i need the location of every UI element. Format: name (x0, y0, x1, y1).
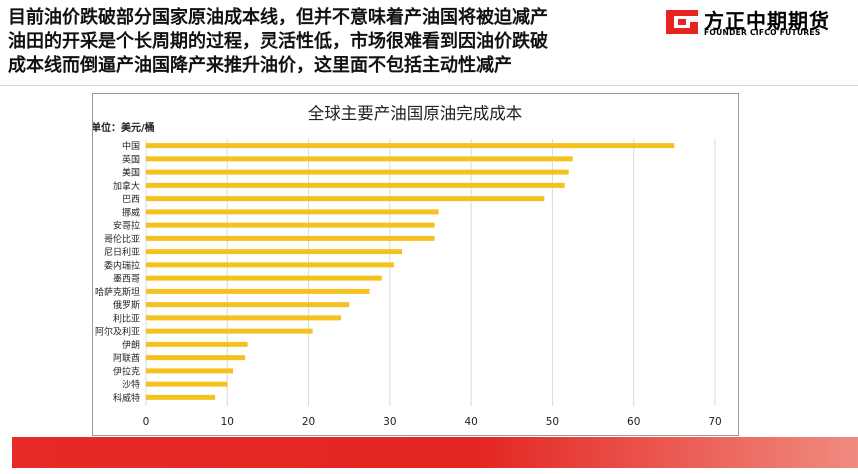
category-label-2: 英国 (122, 153, 140, 165)
category-label-13: 俄罗斯 (113, 299, 140, 311)
bar-3 (146, 169, 569, 175)
company-logo: 方正中期期货 FOUNDER CIFCO FUTURES (664, 2, 854, 42)
category-label-14: 利比亚 (113, 312, 140, 324)
x-tick-label-60: 60 (627, 416, 640, 428)
chart-category-labels: 中国英国美国加拿大巴西挪威安哥拉哥伦比亚尼日利亚委内瑞拉墨西哥哈萨克斯坦俄罗斯利… (95, 140, 140, 404)
category-label-11: 墨西哥 (113, 274, 140, 285)
footer-bar (12, 437, 858, 468)
bar-7 (146, 222, 435, 228)
category-label-3: 美国 (122, 167, 140, 179)
x-tick-label-70: 70 (708, 416, 721, 428)
bar-16 (146, 341, 248, 347)
chart-frame: 全球主要产油国原油完成成本 单位：美元/桶 中国 英国美国 加拿大巴西 挪威安哥拉 哥伦… (92, 93, 739, 436)
chart-gridlines (145, 139, 716, 406)
category-label-9: 尼日利亚 (104, 246, 140, 258)
bar-9 (146, 249, 403, 255)
bar-19 (146, 381, 228, 387)
bar-5 (146, 196, 545, 202)
bar-2 (146, 156, 573, 162)
category-label-19: 沙特 (122, 379, 140, 391)
x-tick-label-10: 10 (221, 416, 234, 428)
logo-name-cn: 方正中期期货 (704, 9, 830, 33)
logo-name-en: FOUNDER CIFCO FUTURES (704, 28, 821, 37)
founder-logo-mark-icon (666, 10, 698, 34)
bar-6 (146, 209, 439, 215)
x-tick-label-40: 40 (464, 416, 477, 428)
oil-cost-bar-chart: 全球主要产油国原油完成成本 单位：美元/桶 中国英国美国加拿大巴西挪威安哥拉哥伦… (93, 104, 722, 428)
bar-13 (146, 302, 350, 308)
x-tick-label-20: 20 (302, 416, 315, 428)
bar-8 (146, 235, 435, 241)
category-label-20: 科威特 (113, 392, 140, 404)
bar-14 (146, 315, 342, 321)
x-tick-label-50: 50 (546, 416, 559, 428)
chart-title: 全球主要产油国原油完成成本 (308, 104, 523, 123)
category-label-16: 伊朗 (122, 339, 140, 351)
category-label-17: 阿联酋 (113, 352, 140, 364)
headline-line-1: 目前油价跌破部分国家原油成本线，但并不意味着产油国将被迫减产 (8, 7, 548, 28)
category-label-6: 挪威 (122, 206, 140, 218)
category-label-15: 阿尔及利亚 (95, 326, 140, 338)
category-label-12: 哈萨克斯坦 (95, 286, 140, 298)
headline-line-3: 成本线而倒逼产油国降产来推升油价，这里面不包括主动性减产 (8, 55, 512, 76)
x-tick-label-0: 0 (143, 416, 150, 428)
chart-x-tick-labels: 0 10 20 30 40 50 60 70 (143, 416, 722, 428)
category-label-5: 巴西 (122, 194, 140, 205)
bar-15 (146, 328, 313, 334)
header-divider (0, 85, 858, 86)
x-tick-label-30: 30 (383, 416, 396, 428)
bar-1 (146, 143, 675, 149)
headline-line-2: 油田的开采是个长周期的过程，灵活性低，市场很难看到因油价跌破 (8, 31, 548, 52)
bar-10 (146, 262, 394, 268)
category-label-1: 中国 (122, 140, 140, 152)
category-label-10: 委内瑞拉 (104, 259, 140, 271)
chart-unit-label: 单位：美元/桶 (93, 121, 155, 134)
bar-11 (146, 275, 382, 281)
bar-18 (146, 368, 233, 374)
bar-17 (146, 355, 246, 361)
category-label-7: 安哥拉 (113, 220, 140, 232)
bar-20 (146, 394, 216, 400)
headline: 目前油价跌破部分国家原油成本线，但并不意味着产油国将被迫减产 油田的开采是个长周… (8, 6, 656, 78)
category-label-18: 伊拉克 (113, 365, 140, 377)
bar-4 (146, 182, 565, 188)
chart-bars (146, 143, 675, 400)
category-label-4: 加拿大 (113, 180, 140, 192)
bar-12 (146, 288, 370, 294)
category-label-8: 哥伦比亚 (104, 233, 140, 245)
